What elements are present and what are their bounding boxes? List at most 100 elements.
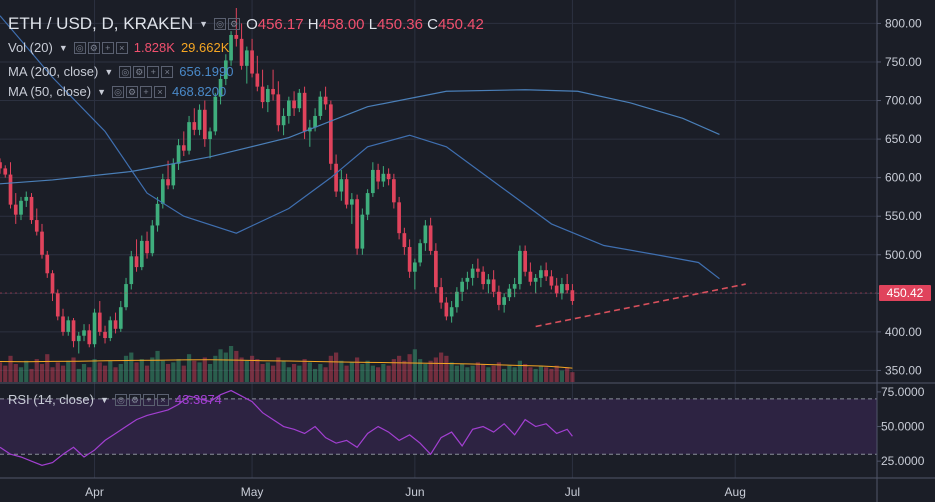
volume-bar bbox=[486, 367, 491, 382]
candle-body bbox=[8, 174, 13, 205]
candle-body bbox=[202, 109, 207, 140]
volume-ma-line bbox=[0, 359, 573, 369]
y-tick-label: 700.00 bbox=[885, 94, 922, 108]
rsi-label[interactable]: RSI (14, close) bbox=[8, 392, 94, 407]
volume-bar bbox=[260, 364, 265, 382]
settings-icon[interactable]: ⚙ bbox=[128, 393, 141, 406]
close-icon[interactable]: × bbox=[115, 41, 128, 54]
add-icon[interactable]: + bbox=[147, 65, 160, 78]
settings-icon[interactable]: ⚙ bbox=[87, 41, 100, 54]
volume-bar bbox=[3, 365, 8, 382]
candle-body bbox=[497, 291, 501, 305]
volume-bar bbox=[50, 367, 55, 382]
candle-body bbox=[55, 293, 60, 317]
volume-bar bbox=[391, 359, 396, 382]
volume-bar bbox=[496, 362, 501, 382]
candle-body bbox=[192, 122, 197, 130]
y-tick-label: 600.00 bbox=[885, 171, 922, 185]
volume-bar bbox=[286, 367, 291, 382]
volume-bar bbox=[376, 367, 381, 382]
candle-body bbox=[139, 240, 144, 268]
candle-body bbox=[439, 287, 443, 303]
volume-bar bbox=[570, 372, 575, 382]
candle-body bbox=[24, 196, 29, 201]
add-icon[interactable]: + bbox=[101, 41, 114, 54]
candle-body bbox=[45, 254, 50, 274]
candle-body bbox=[533, 277, 538, 282]
volume-bar bbox=[144, 365, 150, 382]
eye-icon[interactable]: ◎ bbox=[214, 18, 227, 30]
volume-bar bbox=[349, 362, 354, 382]
ma50-label[interactable]: MA (50, close) bbox=[8, 84, 92, 99]
eye-icon[interactable]: ◎ bbox=[112, 85, 125, 98]
x-tick-label: Jul bbox=[565, 485, 580, 499]
volume-bar bbox=[155, 350, 160, 382]
candle-body bbox=[344, 179, 349, 205]
volume-bar bbox=[134, 362, 139, 382]
volume-bar bbox=[60, 365, 66, 382]
volume-bar bbox=[470, 365, 475, 382]
candle-body bbox=[166, 179, 170, 186]
volume-bar bbox=[55, 362, 60, 382]
volume-bar bbox=[13, 364, 18, 382]
settings-icon[interactable]: ⚙ bbox=[126, 85, 139, 98]
ma50-line bbox=[0, 15, 720, 280]
candle-body bbox=[402, 233, 407, 248]
close-value: 450.42 bbox=[437, 15, 484, 33]
eye-icon[interactable]: ◎ bbox=[119, 65, 132, 78]
settings-icon[interactable]: ⚙ bbox=[228, 18, 241, 30]
candle-body bbox=[29, 196, 34, 221]
volume-bar bbox=[360, 364, 365, 382]
chevron-down-icon[interactable]: ▼ bbox=[199, 19, 209, 29]
candle-body bbox=[381, 173, 386, 182]
eye-icon[interactable]: ◎ bbox=[114, 393, 127, 406]
volume-bar bbox=[386, 365, 391, 382]
vol-legend: Vol (20) ▼ ◎ ⚙ + × 1.828K 29.662K bbox=[8, 40, 229, 55]
candle-body bbox=[512, 284, 517, 289]
candle-body bbox=[292, 100, 296, 109]
add-icon[interactable]: + bbox=[142, 393, 155, 406]
candle-body bbox=[234, 34, 239, 39]
volume-bar bbox=[270, 365, 276, 382]
chevron-down-icon[interactable]: ▼ bbox=[58, 42, 68, 53]
close-icon[interactable]: × bbox=[161, 65, 174, 78]
candle-body bbox=[507, 288, 512, 298]
symbol-title[interactable]: ETH / USD, D, KRAKEN bbox=[8, 14, 194, 33]
volume-bar bbox=[186, 354, 192, 382]
candle-body bbox=[407, 247, 412, 272]
volume-bar bbox=[302, 359, 307, 382]
candle-body bbox=[297, 92, 302, 109]
candle-body bbox=[365, 193, 370, 215]
vol-label[interactable]: Vol (20) bbox=[8, 40, 53, 55]
volume-bar bbox=[139, 359, 144, 382]
candle-body bbox=[13, 204, 18, 215]
volume-bar bbox=[129, 352, 134, 382]
ma200-value: 656.1990 bbox=[179, 64, 234, 79]
candle-body bbox=[423, 225, 428, 244]
settings-icon[interactable]: ⚙ bbox=[133, 65, 146, 78]
candle-body bbox=[255, 73, 260, 87]
volume-bar bbox=[192, 360, 197, 382]
eye-icon[interactable]: ◎ bbox=[73, 41, 86, 54]
volume-bar bbox=[502, 368, 507, 382]
chevron-down-icon[interactable]: ▼ bbox=[104, 66, 114, 77]
volume-bar bbox=[460, 364, 465, 382]
close-icon[interactable]: × bbox=[154, 85, 167, 98]
candle-body bbox=[360, 214, 365, 249]
chevron-down-icon[interactable]: ▼ bbox=[97, 86, 107, 97]
chevron-down-icon[interactable]: ▼ bbox=[99, 394, 109, 405]
close-icon[interactable]: × bbox=[156, 393, 169, 406]
candle-body bbox=[34, 220, 39, 232]
ma200-label[interactable]: MA (200, close) bbox=[8, 64, 99, 79]
candle-body bbox=[229, 34, 233, 61]
volume-bar bbox=[449, 362, 454, 382]
candle-body bbox=[208, 131, 212, 140]
volume-bar bbox=[218, 349, 223, 382]
candle-body bbox=[103, 331, 107, 339]
vol-value-1: 1.828K bbox=[133, 40, 175, 55]
add-icon[interactable]: + bbox=[140, 85, 153, 98]
volume-bar bbox=[439, 352, 444, 382]
candle-body bbox=[444, 302, 449, 317]
high-value: 458.00 bbox=[318, 15, 365, 33]
